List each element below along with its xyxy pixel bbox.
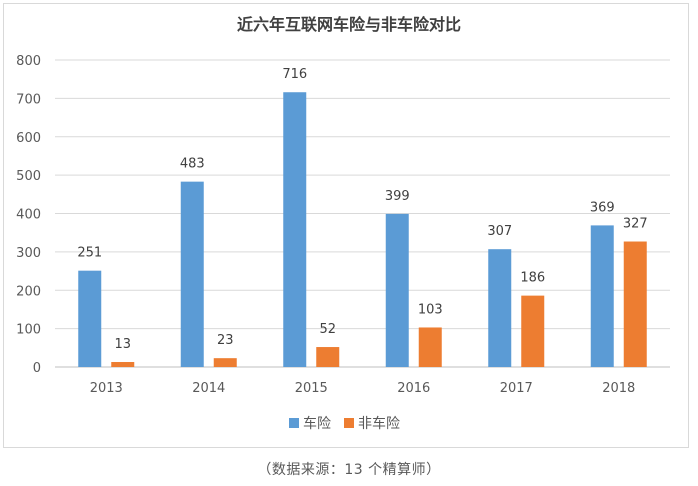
legend-label: 非车险 [358, 415, 400, 432]
bar-nonauto-2015 [316, 347, 340, 367]
y-tick-label: 400 [16, 208, 41, 223]
legend-label: 车险 [303, 415, 331, 432]
data-label: 327 [623, 217, 648, 232]
y-tick-label: 700 [16, 92, 41, 107]
data-label: 399 [385, 189, 410, 204]
bar-auto-2015 [283, 92, 307, 368]
legend-swatch-1 [344, 418, 354, 428]
chart-frame [3, 3, 689, 448]
data-label: 369 [590, 200, 615, 215]
source-note: （数据来源：13 个精算师） [257, 462, 441, 478]
bar-nonauto-2013 [111, 362, 135, 367]
data-label: 13 [114, 337, 131, 352]
data-label: 251 [77, 246, 102, 261]
data-label: 52 [319, 322, 336, 337]
x-tick-label: 2018 [602, 381, 635, 396]
bar-auto-2013 [78, 270, 102, 367]
y-tick-label: 0 [33, 361, 41, 376]
chart-title: 近六年互联网车险与非车险对比 [237, 15, 461, 34]
legend: 车险 非车险 [289, 415, 400, 432]
bar-nonauto-2017 [521, 295, 545, 367]
x-tick-label: 2016 [397, 381, 430, 396]
y-tick-label: 800 [16, 54, 41, 69]
data-label: 23 [217, 333, 234, 348]
bar-nonauto-2016 [418, 327, 442, 367]
bar-auto-2017 [488, 249, 512, 367]
data-label: 186 [520, 271, 545, 286]
x-tick-label: 2013 [90, 381, 123, 396]
bar-auto-2014 [180, 181, 204, 367]
data-label: 103 [418, 302, 443, 317]
y-tick-label: 500 [16, 169, 41, 184]
bar-chart: 近六年互联网车险与非车险对比 0 100 200 300 400 500 600 700 800… [16, 15, 670, 432]
data-label: 483 [180, 157, 205, 172]
y-tick-label: 100 [16, 323, 41, 338]
bar-auto-2016 [385, 213, 409, 367]
x-tick-label: 2014 [192, 381, 225, 396]
bar-nonauto-2018 [623, 241, 647, 367]
y-tick-label: 200 [16, 284, 41, 299]
legend-swatch-0 [289, 418, 299, 428]
data-label: 716 [282, 67, 307, 82]
y-tick-label: 600 [16, 131, 41, 146]
x-tick-label: 2015 [295, 381, 328, 396]
bar-auto-2018 [590, 225, 614, 367]
x-tick-label: 2017 [500, 381, 533, 396]
bar-nonauto-2014 [213, 358, 237, 367]
data-label: 307 [487, 224, 512, 239]
y-tick-label: 300 [16, 246, 41, 261]
